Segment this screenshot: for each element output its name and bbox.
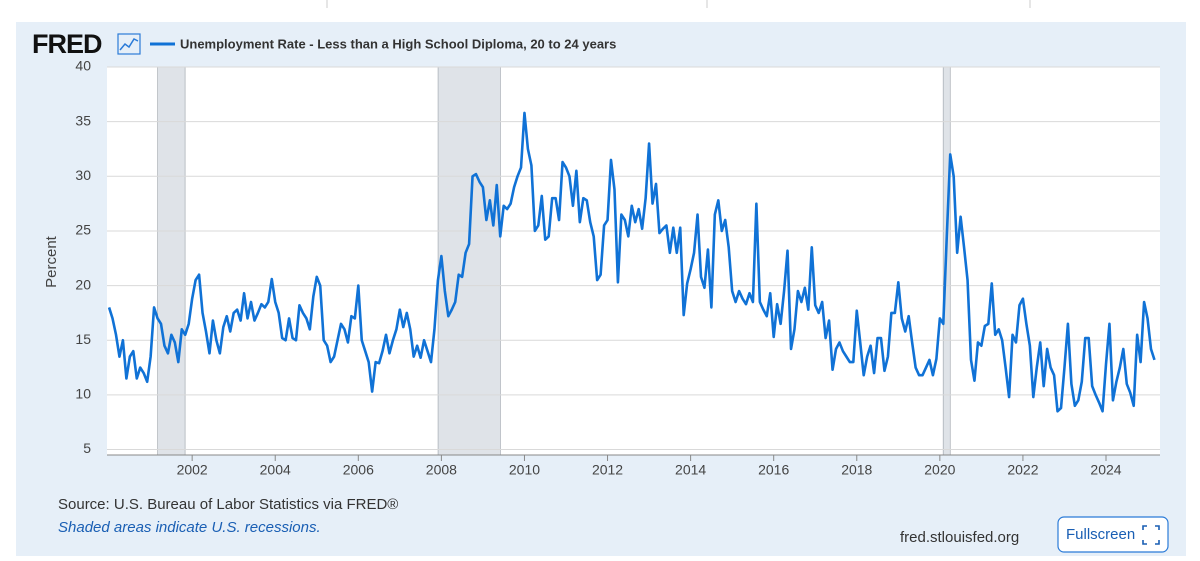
y-axis-label: Percent [43,235,60,288]
plot: 5 10 15 20 25 30 35 40 2002 2004 2006 2008 2010 2012 2… [75,58,1160,478]
legend-label: Unemployment Rate - Less than a High Sch… [180,36,616,51]
fullscreen-label[interactable]: Fullscreen [1066,526,1135,543]
recession-band [157,66,186,456]
x-tick-label: 2008 [426,462,457,478]
logo-icon [117,33,141,55]
x-tick-label: 2010 [509,462,540,478]
y-tick-label: 30 [75,167,91,183]
x-tick-label: 2014 [675,462,706,478]
x-tick-label: 2020 [924,462,955,478]
series-line [107,111,1156,413]
y-tick-label: 5 [83,440,91,456]
x-tick-label: 2002 [177,462,208,478]
recession-note: Shaded areas indicate U.S. recessions. [58,519,321,536]
recession-band [437,66,501,456]
site-link: fred.stlouisfed.org [900,529,1019,546]
y-tick-label: 40 [75,58,91,74]
y-tick-label: 15 [75,331,91,347]
x-tick-label: 2024 [1090,462,1121,478]
y-tick-label: 35 [75,112,91,128]
fullscreen-button[interactable]: Fullscreen [1057,516,1169,553]
x-tick-label: 2004 [260,462,291,478]
x-tick-label: 2012 [592,462,623,478]
x-tick-label: 2016 [758,462,789,478]
x-tick-label: 2006 [343,462,374,478]
logo: FRED [32,29,102,59]
y-tick-label: 10 [75,386,91,402]
plot-area [107,67,1160,455]
x-tick-label: 2022 [1007,462,1038,478]
x-tick-label: 2018 [841,462,872,478]
source: Source: U.S. Bureau of Labor Statistics … [58,496,398,513]
y-tick-label: 25 [75,222,91,238]
y-tick-label: 20 [75,276,91,292]
